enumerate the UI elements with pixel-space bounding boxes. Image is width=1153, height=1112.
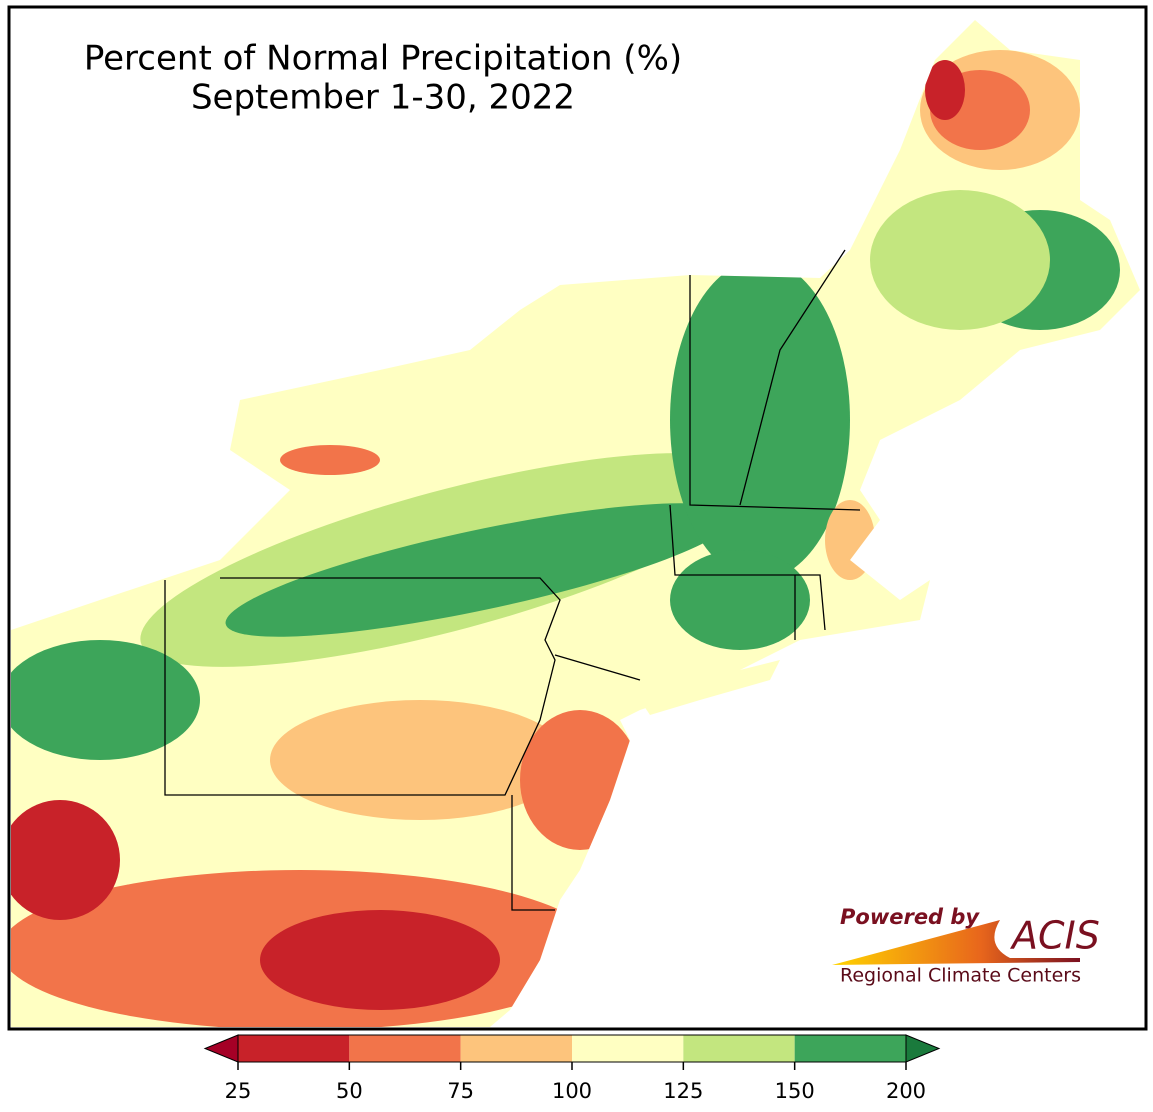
logo: Powered by ACIS Regional Climate Centers bbox=[832, 905, 1100, 987]
colorbar-tick-label: 50 bbox=[336, 1079, 363, 1103]
colorbar-tick-label: 125 bbox=[663, 1079, 703, 1103]
map-subtitle: September 1-30, 2022 bbox=[191, 78, 575, 118]
logo-name: ACIS bbox=[1009, 914, 1100, 958]
colorbar-bin bbox=[460, 1035, 572, 1062]
colorbar-tick-label: 75 bbox=[447, 1079, 474, 1103]
colorbar-bin bbox=[238, 1035, 350, 1062]
colorbar-tick-label: 150 bbox=[775, 1079, 815, 1103]
colorbar-under bbox=[203, 1034, 239, 1063]
colorbar-over bbox=[905, 1034, 941, 1063]
precip-field bbox=[11, 20, 1140, 1027]
colorbar-bin bbox=[572, 1035, 684, 1062]
logo-swoosh bbox=[832, 920, 1080, 965]
map-title: Percent of Normal Precipitation (%) bbox=[84, 39, 682, 79]
colorbar-tick-label: 100 bbox=[552, 1079, 592, 1103]
colorbar-bin bbox=[683, 1035, 795, 1062]
logo-org: Regional Climate Centers bbox=[840, 965, 1081, 987]
logo-powered-by: Powered by bbox=[840, 905, 980, 929]
colorbar-tick-label: 25 bbox=[225, 1079, 252, 1103]
colorbar-tick-label: 200 bbox=[886, 1079, 926, 1103]
colorbar-bin bbox=[794, 1035, 906, 1062]
state-borders bbox=[164, 249, 861, 911]
colorbar: 25 50 75 100 125 150 200 bbox=[203, 1034, 941, 1103]
map-frame bbox=[7, 5, 1148, 1031]
colorbar-bin bbox=[349, 1035, 461, 1062]
